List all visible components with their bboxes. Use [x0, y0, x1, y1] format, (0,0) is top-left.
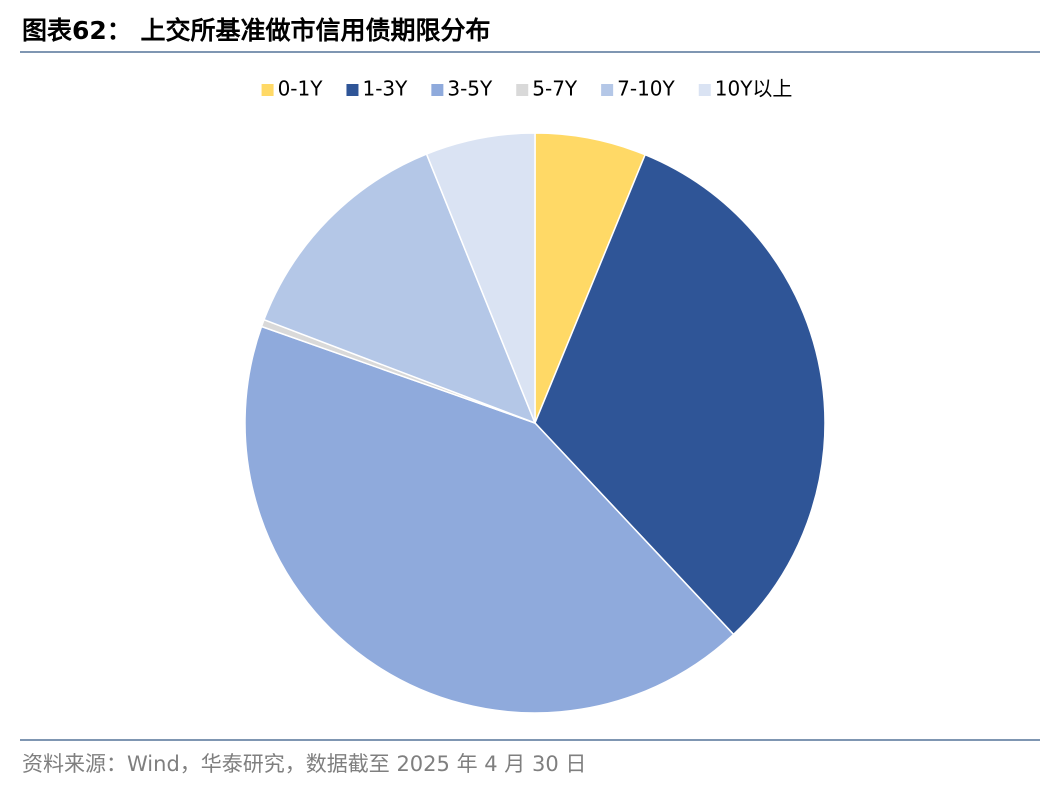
- legend-swatch: [261, 84, 274, 96]
- pie-slice: [534, 153, 826, 636]
- legend-label: 3-5Y: [447, 77, 493, 101]
- legend-swatch: [346, 84, 359, 96]
- legend-swatch: [431, 84, 444, 96]
- legend-label: 5-7Y: [532, 77, 578, 101]
- legend-swatch: [601, 84, 614, 96]
- chart-title: 图表62： 上交所基准做市信用债期限分布: [22, 16, 491, 45]
- legend-label: 1-3Y: [362, 77, 408, 101]
- pie-slice: [244, 325, 735, 714]
- legend-label: 10Y以上: [715, 77, 793, 101]
- legend-swatch: [516, 84, 529, 96]
- pie-slice: [425, 132, 536, 424]
- legend-label: 7-10Y: [617, 77, 675, 101]
- pie: [244, 132, 826, 714]
- legend: 0-1Y 1-3Y 3-5Y 5-7Y 7-10Y 10Y以上: [261, 77, 793, 101]
- pie-slice: [263, 153, 537, 425]
- legend-swatch: [698, 84, 711, 96]
- legend-label: 0-1Y: [278, 77, 324, 101]
- source-note: 资料来源：Wind，华泰研究，数据截至 2025 年 4 月 30 日: [22, 752, 586, 776]
